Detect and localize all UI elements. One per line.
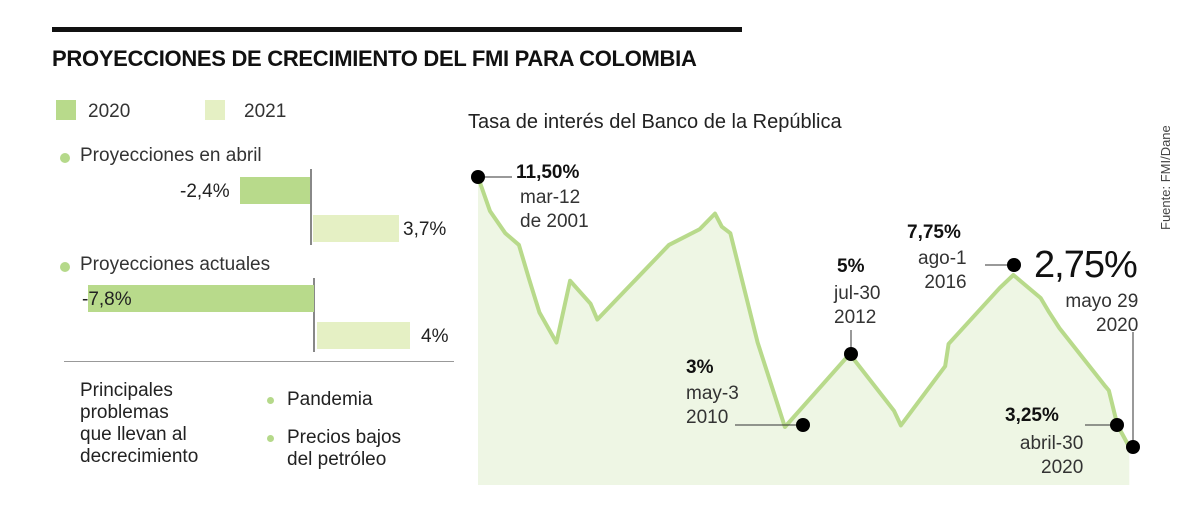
bar-2020-actual <box>87 285 314 312</box>
data-point-marker <box>844 347 858 361</box>
bar-label: 3,7% <box>403 219 447 240</box>
bar-2021-abril <box>313 215 399 242</box>
page-title: PROYECCIONES DE CRECIMIENTO DEL FMI PARA… <box>52 46 697 71</box>
heading-line: que llevan al <box>80 424 187 445</box>
heading-line: problemas <box>80 402 169 423</box>
date-line: mar-12 <box>520 187 581 208</box>
problem-line: Precios bajos <box>287 427 402 448</box>
annotation-value: 7,75% <box>907 222 961 243</box>
date-line: jul-30 <box>834 283 881 304</box>
annotation-date: mayo 29 2020 <box>1062 290 1138 338</box>
annotation-date: ago-1 2016 <box>918 247 967 295</box>
chart-title: Tasa de interés del Banco de la Repúblic… <box>468 111 842 133</box>
bar-label: 4% <box>421 326 449 347</box>
area-fill <box>478 177 1130 485</box>
bar-label: -2,4% <box>180 181 230 202</box>
data-point-marker <box>1007 258 1021 272</box>
annotation-value: 5% <box>837 256 865 277</box>
bullet-icon <box>60 153 70 163</box>
date-line: de 2001 <box>520 211 589 232</box>
bullet-icon <box>267 435 274 442</box>
legend-label-2020: 2020 <box>88 101 131 122</box>
divider <box>64 361 454 362</box>
date-line: may-3 <box>686 383 739 404</box>
date-line: 2010 <box>686 407 729 428</box>
rate-line <box>476 176 1132 448</box>
annotation-value: 11,50% <box>516 162 580 183</box>
top-rule <box>52 27 742 32</box>
problem-line: del petróleo <box>287 449 387 470</box>
problems-heading: Principales problemas que llevan al decr… <box>80 380 198 468</box>
zero-axis <box>310 169 312 245</box>
date-line: 2012 <box>834 307 877 328</box>
bullet-icon <box>60 262 70 272</box>
annotation-value: 3,25% <box>1005 405 1059 426</box>
heading-line: Principales <box>80 380 173 401</box>
annotation-value-highlight: 2,75% <box>1034 244 1138 286</box>
legend-swatch-2021 <box>205 100 225 120</box>
date-line: ago-1 <box>918 248 967 269</box>
problem-item: Pandemia <box>287 389 373 410</box>
data-point-marker <box>1110 418 1124 432</box>
annotation-date: jul-30 2012 <box>834 282 880 330</box>
data-point-marker <box>796 418 810 432</box>
group-label: Proyecciones en abril <box>80 145 262 166</box>
problem-item: Precios bajos del petróleo <box>287 427 401 471</box>
legend-swatch-2020 <box>56 100 76 120</box>
annotation-date: may-3 2010 <box>686 382 739 430</box>
annotation-date: abril-30 2020 <box>1003 432 1083 480</box>
bar-2020-abril <box>240 177 310 204</box>
heading-line: decrecimiento <box>80 446 199 467</box>
annotation-date: mar-12 de 2001 <box>520 186 589 234</box>
date-line: mayo 29 <box>1065 291 1139 312</box>
annotation-value: 3% <box>686 357 714 378</box>
bar-label: -7,8% <box>82 289 132 310</box>
data-point-marker <box>1126 440 1140 454</box>
date-line: 2020 <box>1041 457 1084 478</box>
bullet-icon <box>267 397 274 404</box>
group-label: Proyecciones actuales <box>80 254 271 275</box>
date-line: abril-30 <box>1019 433 1084 454</box>
legend-label-2021: 2021 <box>244 101 287 122</box>
date-line: 2016 <box>924 272 967 293</box>
zero-axis <box>313 278 315 352</box>
bar-2021-actual <box>317 322 410 349</box>
data-point-marker <box>471 170 485 184</box>
date-line: 2020 <box>1096 315 1139 336</box>
